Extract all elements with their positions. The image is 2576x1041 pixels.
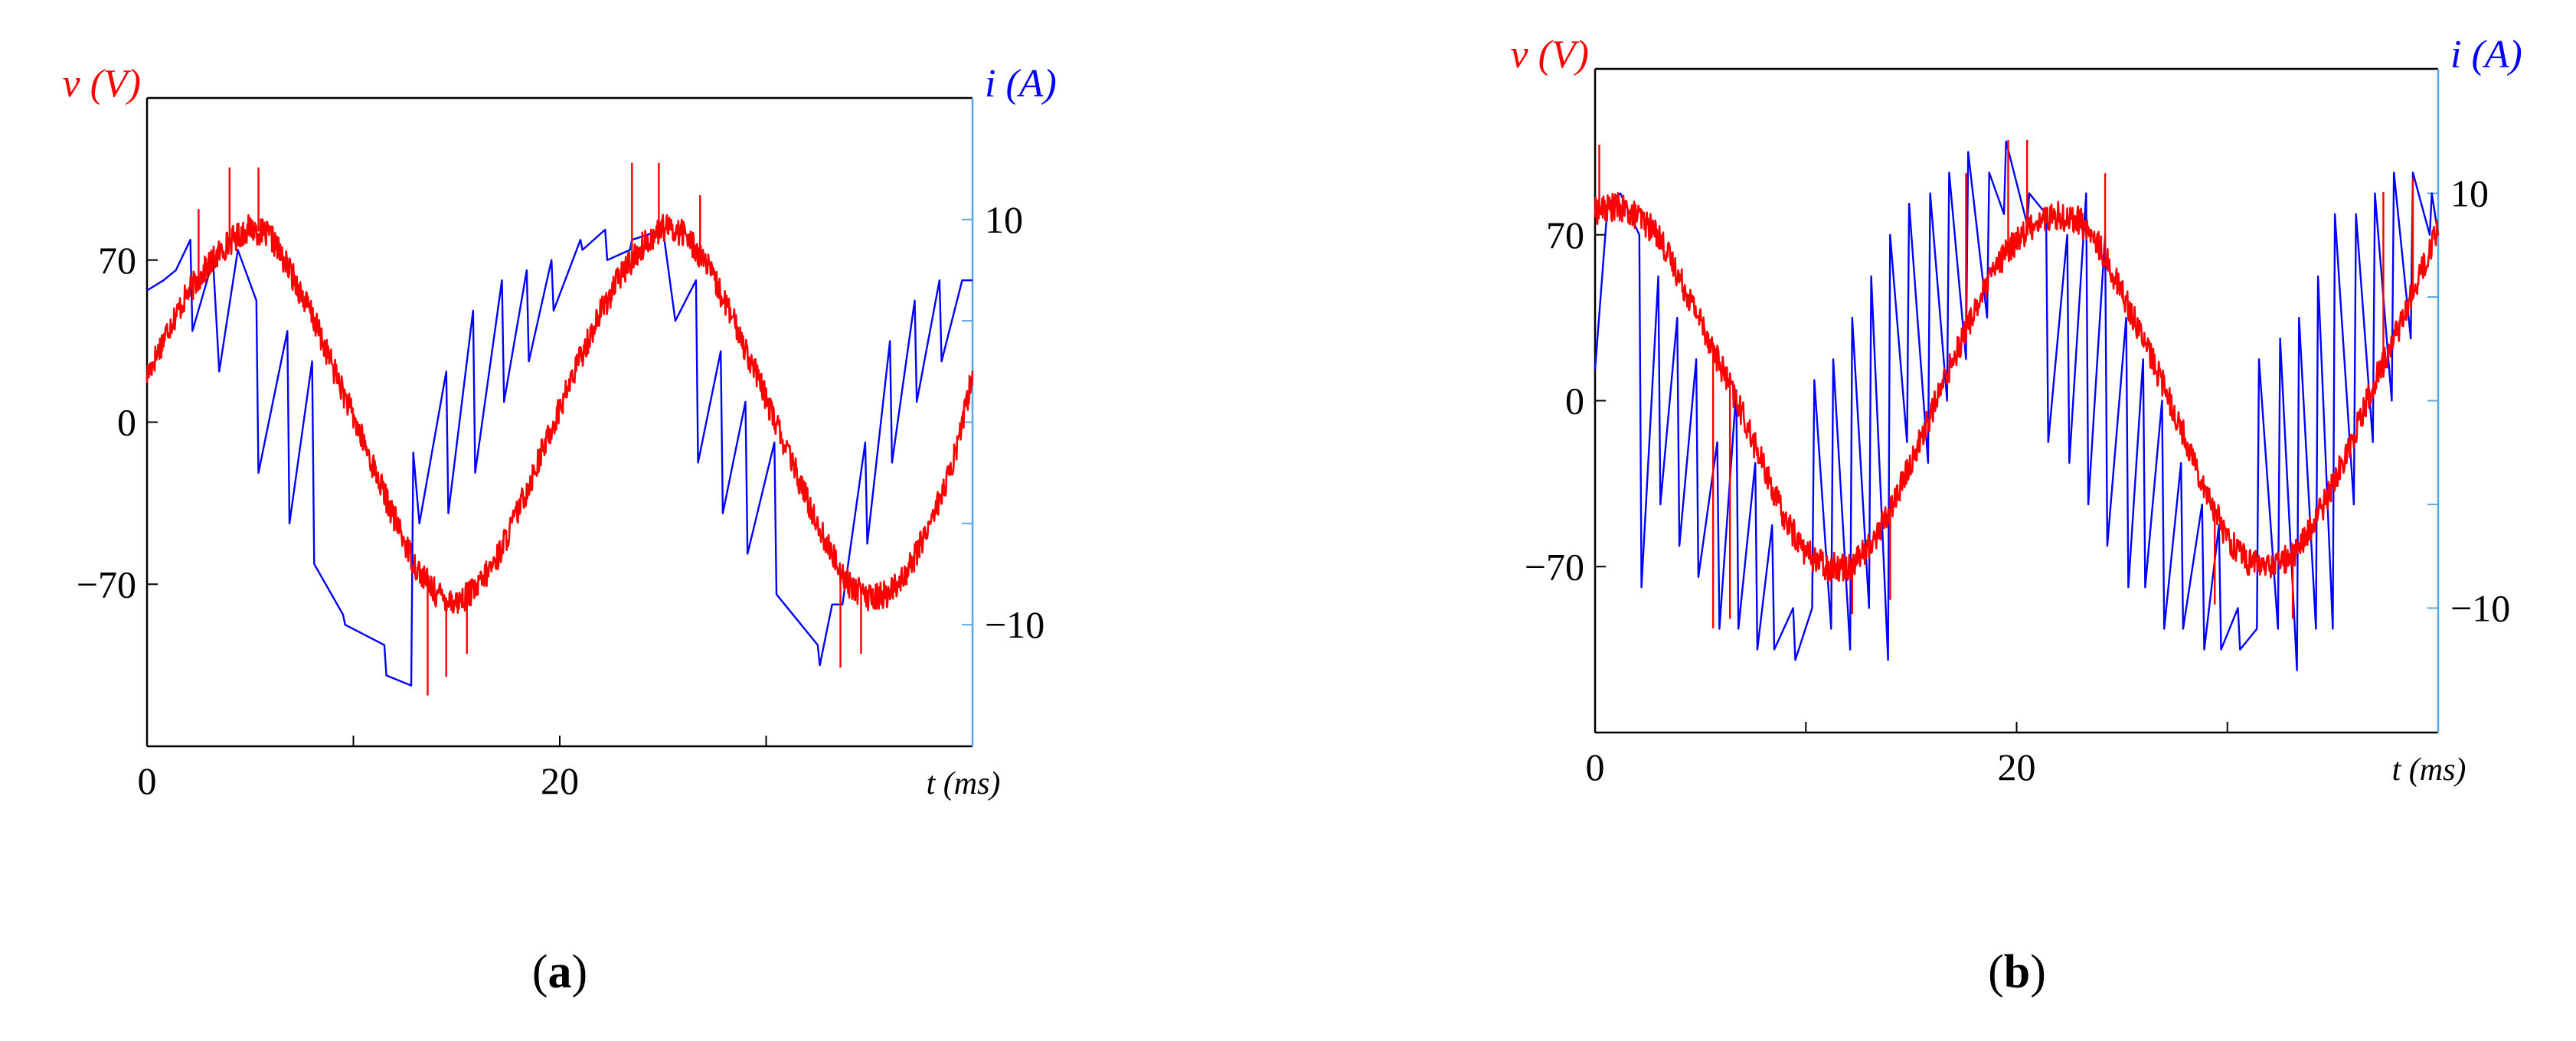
panel-caption: (a) (532, 946, 587, 998)
voltage-series-line (1594, 192, 2440, 583)
y-right-tick-label: −10 (2450, 586, 2510, 629)
panel-b: 0 20 70 0 −70 10 −10 v (V) i (A) t (ms) (b) (1511, 33, 2522, 998)
x-axis-label: t (ms) (927, 766, 1001, 801)
current-series-line (146, 228, 973, 687)
y-right-tick-label: 10 (2450, 172, 2489, 215)
x-tick-label: 20 (541, 759, 579, 802)
y-right-tick-label: 10 (985, 198, 1023, 241)
voltage-series-line (145, 214, 974, 614)
panel-caption: (b) (1988, 946, 2046, 998)
y-left-tick-label: −70 (1525, 545, 1584, 588)
x-tick-label: 0 (1586, 746, 1605, 788)
y-left-axis-label: v (V) (63, 62, 141, 106)
y-right-tick-label: −10 (985, 603, 1044, 646)
panel-a: 0 20 70 0 −70 10 −10 v (V) i (A) t (ms) (a) (63, 62, 1057, 998)
y-left-tick-label: 70 (1546, 214, 1584, 256)
x-tick-label: 0 (138, 759, 157, 802)
current-series-line (1594, 140, 2440, 671)
y-left-tick-label: 0 (1565, 380, 1584, 423)
y-left-tick-label: 70 (98, 239, 136, 282)
x-tick-label: 20 (1998, 746, 2036, 788)
y-right-axis-label: i (A) (2450, 33, 2522, 77)
y-left-tick-label: 0 (117, 401, 136, 444)
y-left-tick-label: −70 (77, 563, 136, 605)
x-axis-label: t (ms) (2392, 752, 2466, 788)
y-right-axis-label: i (A) (985, 62, 1057, 106)
y-left-axis-label: v (V) (1511, 33, 1589, 77)
